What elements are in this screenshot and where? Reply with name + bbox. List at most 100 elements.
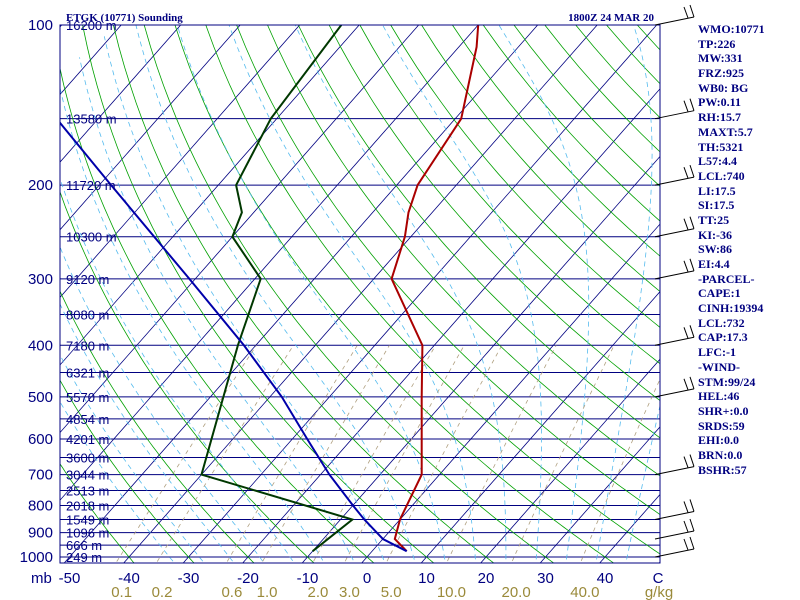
moist-adiabat: [60, 177, 295, 563]
temperature-tick-label: -20: [237, 570, 259, 587]
wind-barb-feather: [689, 98, 695, 111]
dry-adiabat: [205, 25, 660, 555]
height-level-label: 5570 m: [66, 390, 109, 405]
isotherm-line: [60, 25, 241, 231]
wind-barb: [654, 4, 695, 26]
temperature-trace: [390, 25, 480, 552]
chart-title: ETGK (10771) Sounding: [66, 12, 183, 24]
dry-adiabat: [112, 25, 495, 563]
wind-barbs: [654, 4, 695, 558]
parcel-trace: [60, 121, 408, 553]
index-item: LFC:-1: [698, 345, 736, 360]
isotherm-line: [182, 25, 658, 563]
wind-barb: [654, 325, 695, 346]
moist-adiabat: [79, 57, 356, 563]
moist-adiabat: [103, 36, 386, 563]
index-item: MW:331: [698, 51, 743, 66]
height-level-label: 10300 m: [66, 230, 117, 245]
wind-barb-feather: [683, 456, 689, 468]
isotherm-line: [60, 25, 182, 163]
height-level-label: 7180 m: [66, 338, 109, 353]
index-item: KI:-36: [698, 227, 732, 242]
dry-adiabat: [390, 25, 660, 328]
temperature-tick-label: -40: [118, 570, 140, 587]
wind-barb-feather: [689, 164, 695, 178]
mixing-ratio-line: [446, 345, 557, 563]
moist-adiabat: [60, 85, 325, 563]
moist-adiabat: [625, 404, 660, 563]
wind-barb-staff: [654, 228, 695, 238]
wind-barb: [654, 258, 695, 280]
height-level-label: 16200 m: [66, 18, 117, 33]
index-item: FRZ:925: [698, 66, 744, 81]
wind-barb: [654, 518, 695, 540]
wind-barb-feather: [689, 454, 695, 467]
dry-adiabat: [60, 379, 195, 563]
index-item: PW:0.11: [698, 95, 742, 110]
isotherm-line: [420, 291, 660, 563]
wind-barb-staff: [654, 110, 695, 120]
mixing-ratio-tick-label: 40.0: [570, 584, 599, 600]
height-level-label: 666 m: [66, 538, 102, 553]
wind-barb-feather: [683, 501, 689, 513]
wind-barb-staff: [654, 510, 695, 520]
index-item: SRDS:59: [698, 418, 745, 433]
index-item: LCL:740: [698, 168, 745, 183]
index-item: LI:17.5: [698, 183, 736, 198]
height-level-label: 3044 m: [66, 468, 109, 483]
temperature-tick-label: -30: [178, 570, 200, 587]
height-level-label: 2018 m: [66, 498, 109, 513]
wind-barb: [654, 98, 695, 120]
valid-time: 1800Z 24 MAR 20: [568, 12, 654, 24]
pressure-tick-label: 100: [28, 17, 53, 34]
wind-barb-feather: [689, 325, 695, 338]
pressure-tick-label: 800: [28, 497, 53, 514]
height-level-label: 13580 m: [66, 112, 117, 127]
dry-adiabat: [82, 25, 435, 563]
height-level-label: 9120 m: [66, 272, 109, 287]
isotherm-line: [60, 25, 360, 366]
index-item: SW:86: [698, 242, 733, 257]
height-level-label: 8080 m: [66, 307, 109, 322]
temperature-unit-label: C: [653, 570, 664, 587]
index-item: RH:15.7: [698, 110, 741, 125]
mixing-ratio-line: [385, 345, 503, 563]
mixing-ratio-tick-label: 3.0: [339, 584, 360, 600]
moist-adiabat: [60, 354, 205, 563]
moist-adiabat: [60, 245, 265, 563]
index-item: TT:25: [698, 212, 730, 227]
isotherm-line: [60, 25, 479, 501]
moist-adiabat: [294, 25, 507, 563]
index-item: -PARCEL-: [698, 271, 755, 286]
moist-adiabat: [498, 25, 590, 563]
sounding-traces: [60, 25, 480, 553]
index-item: BRN:0.0: [698, 447, 743, 462]
wind-barb-feather: [689, 258, 695, 271]
height-level-label: 1096 m: [66, 526, 109, 541]
wind-barb-feather: [683, 218, 689, 230]
pressure-tick-label: 600: [28, 431, 53, 448]
moist-adiabat: [135, 25, 416, 563]
index-item: MAXT:5.7: [698, 124, 753, 139]
mixing-ratio-tick-label: 1.0: [257, 584, 278, 600]
mixing-ratio-tick-label: 10.0: [437, 584, 466, 600]
mixing-ratio-tick-label: 20.0: [501, 584, 530, 600]
dry-adiabat: [60, 290, 255, 563]
moist-adiabat: [382, 25, 542, 563]
isotherm-line: [60, 25, 420, 434]
dry-adiabat: [421, 25, 660, 292]
wind-barb-feather: [683, 538, 689, 551]
dry-adiabat: [236, 25, 660, 516]
index-item: TH:5321: [698, 139, 744, 154]
wind-barb: [654, 376, 695, 398]
mixing-ratio-line: [155, 345, 294, 563]
index-item: EHI:0.0: [698, 433, 740, 448]
wind-barb: [654, 499, 695, 520]
wind-barb-staff: [654, 466, 695, 476]
wind-barb-staff: [654, 548, 695, 558]
mixing-ratio-line: [510, 345, 615, 563]
isotherm-line: [0, 1, 24, 569]
isotherm-line: [63, 25, 539, 563]
wind-barb-feather: [689, 4, 695, 18]
wind-barb-feather: [689, 216, 695, 229]
